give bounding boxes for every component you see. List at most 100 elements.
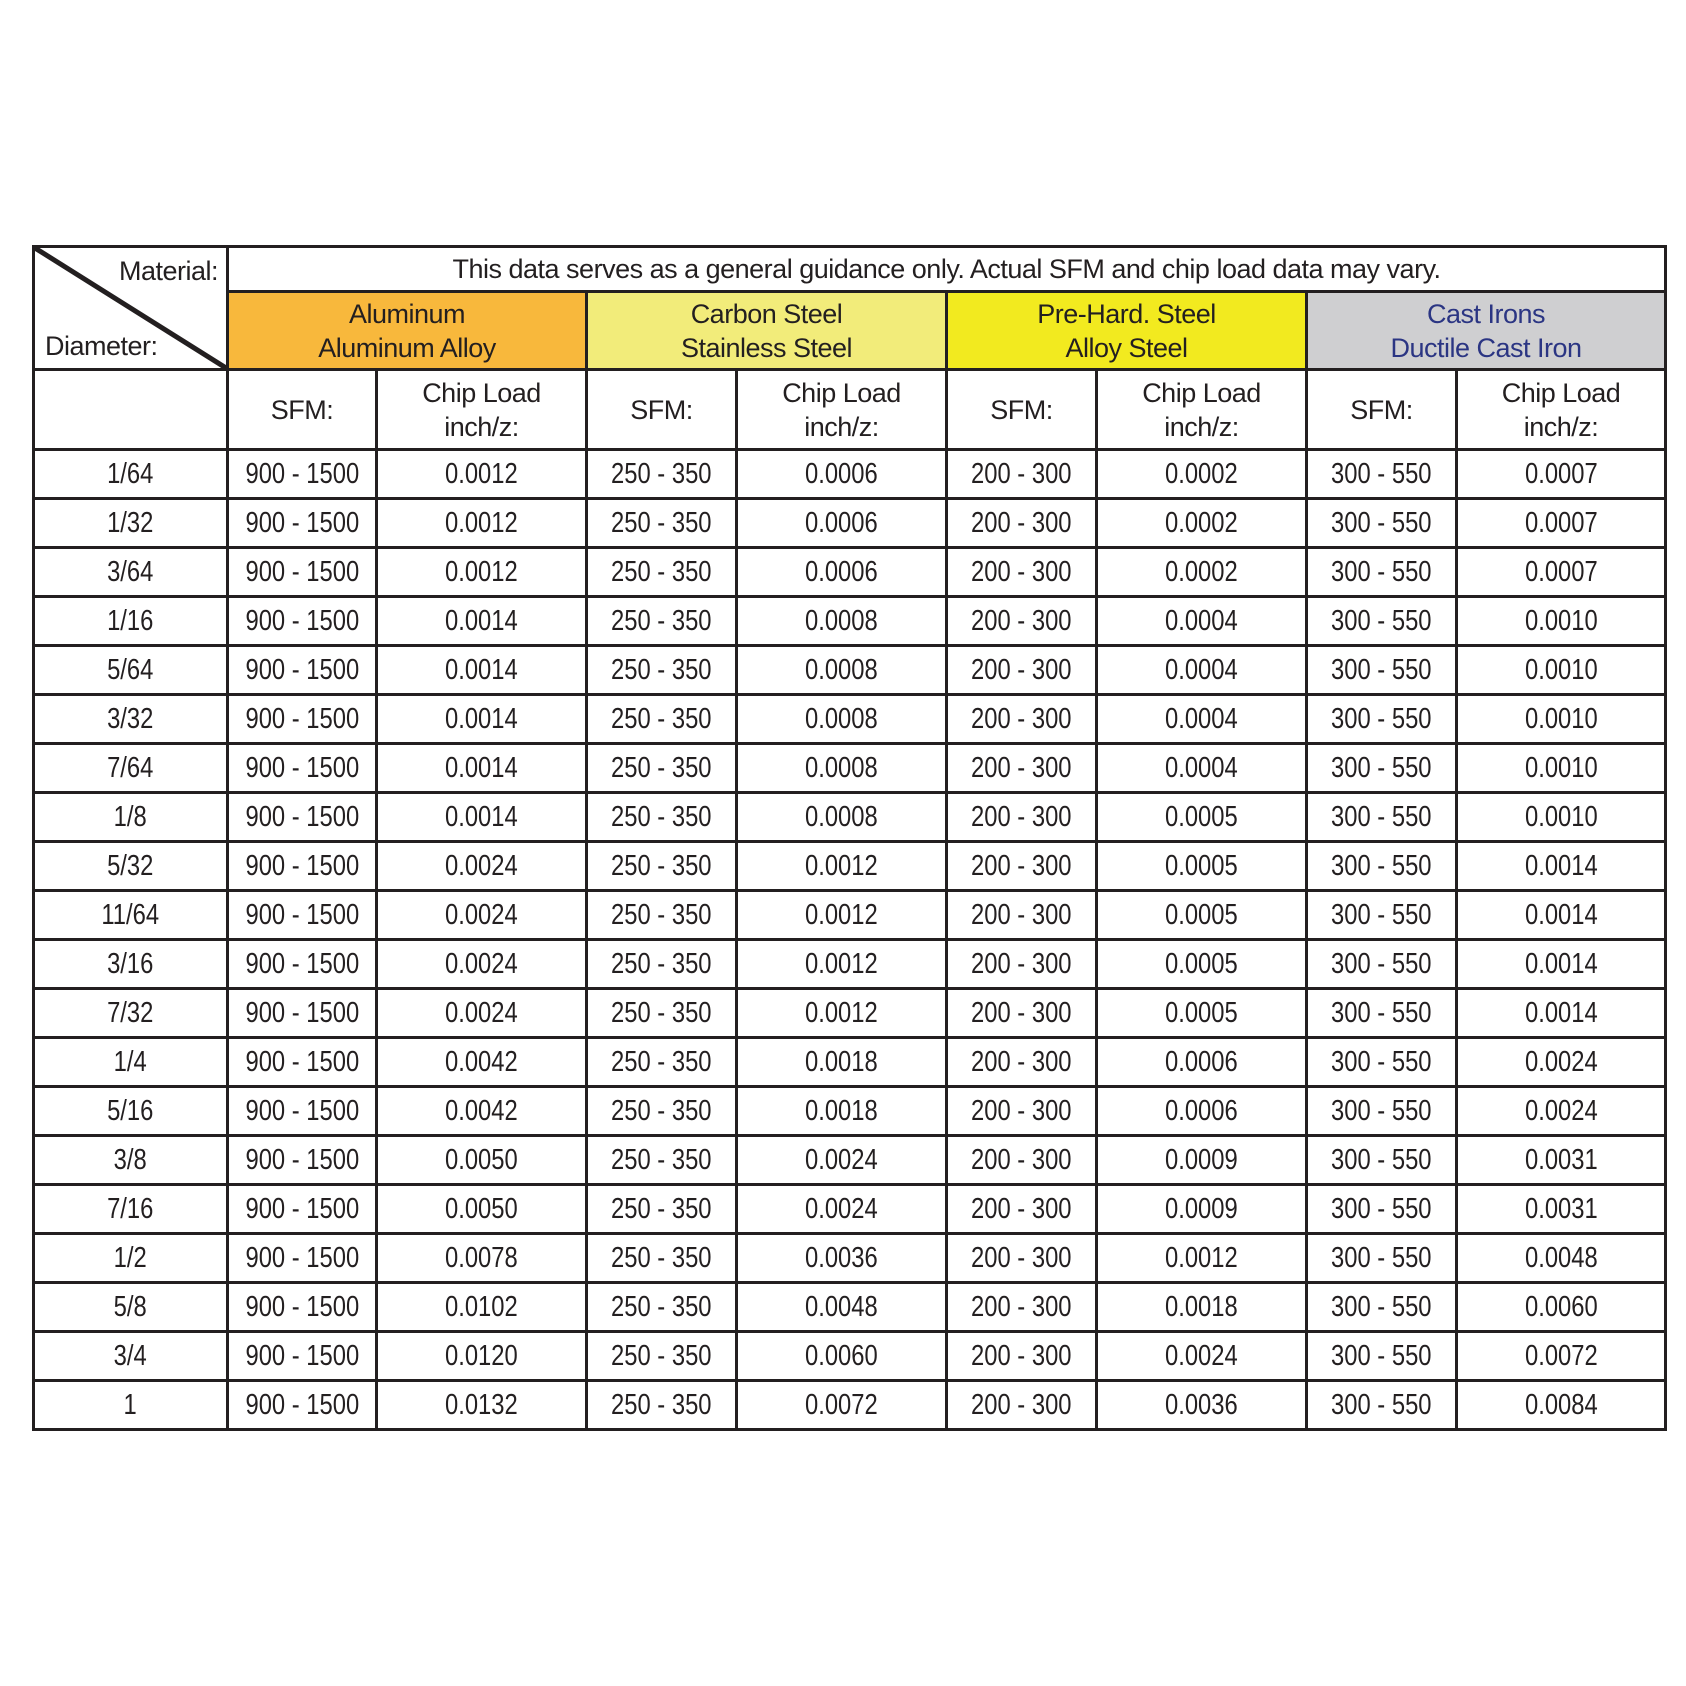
sfm-cell: 900 - 1500	[226, 1379, 378, 1431]
sfm-header: SFM:	[585, 368, 738, 451]
diameter-value: 5/64	[107, 653, 154, 686]
chip-load-cell: 0.0024	[1454, 1036, 1668, 1088]
chip-load-value: 0.0024	[445, 849, 518, 882]
sfm-cell: 300 - 550	[1305, 448, 1458, 500]
sfm-value: 200 - 300	[971, 1339, 1072, 1372]
chip-load-value: 0.0008	[805, 653, 878, 686]
diameter-cell: 3/4	[32, 1330, 229, 1382]
diameter-value: 5/8	[113, 1290, 148, 1323]
sfm-cell: 200 - 300	[945, 791, 1098, 843]
diameter-cell: 1/16	[32, 595, 229, 647]
chip-load-value: 0.0042	[445, 1094, 518, 1127]
sfm-cell: 900 - 1500	[226, 742, 378, 794]
chip-load-value: 0.0014	[445, 604, 518, 637]
chip-load-label: Chip Load	[782, 377, 901, 408]
sfm-value: 300 - 550	[1331, 1192, 1432, 1225]
sfm-value: 300 - 550	[1331, 947, 1432, 980]
sfm-cell: 900 - 1500	[226, 497, 378, 549]
sfm-value: 250 - 350	[611, 1143, 712, 1176]
chip-load-value: 0.0005	[1165, 898, 1238, 931]
chip-load-value: 0.0007	[1524, 457, 1598, 490]
sfm-cell: 200 - 300	[945, 938, 1098, 990]
sfm-cell: 200 - 300	[945, 1183, 1098, 1235]
chip-load-value: 0.0072	[805, 1388, 878, 1421]
sfm-value: 900 - 1500	[245, 1339, 359, 1372]
chip-load-value: 0.0024	[805, 1143, 878, 1176]
chip-load-header: Chip Load inch/z:	[1095, 368, 1308, 451]
sfm-value: 900 - 1500	[245, 604, 359, 637]
sfm-cell: 900 - 1500	[226, 644, 378, 696]
sfm-value: 300 - 550	[1331, 1339, 1432, 1372]
sfm-value: 300 - 550	[1331, 702, 1432, 735]
chip-load-cell: 0.0018	[735, 1085, 948, 1137]
chip-load-value: 0.0010	[1524, 702, 1598, 735]
diameter-cell: 5/16	[32, 1085, 229, 1137]
chip-load-value: 0.0009	[1165, 1143, 1238, 1176]
chip-load-value: 0.0018	[805, 1094, 878, 1127]
sfm-cell: 250 - 350	[585, 987, 738, 1039]
sfm-value: 300 - 550	[1331, 1094, 1432, 1127]
diameter-cell: 3/8	[32, 1134, 229, 1186]
diameter-cell: 1/4	[32, 1036, 229, 1088]
sfm-cell: 250 - 350	[585, 938, 738, 990]
sfm-cell: 250 - 350	[585, 1232, 738, 1284]
sfm-value: 250 - 350	[611, 506, 712, 539]
diameter-label: Diameter:	[45, 331, 158, 361]
chip-load-value: 0.0002	[1165, 506, 1238, 539]
sfm-cell: 900 - 1500	[226, 938, 378, 990]
sfm-value: 200 - 300	[971, 555, 1072, 588]
chip-load-cell: 0.0048	[735, 1281, 948, 1333]
sfm-value: 250 - 350	[611, 1290, 712, 1323]
chip-load-cell: 0.0012	[375, 546, 588, 598]
sfm-value: 200 - 300	[971, 702, 1072, 735]
sfm-cell: 300 - 550	[1305, 497, 1458, 549]
table-row: 7/64 900 - 1500 0.0014 250 - 350 0.0008 200 -…	[32, 742, 1668, 794]
sfm-cell: 300 - 550	[1305, 1036, 1458, 1088]
sfm-cell: 200 - 300	[945, 595, 1098, 647]
table-row: 3/8 900 - 1500 0.0050 250 - 350 0.0024 200 - …	[32, 1134, 1668, 1186]
sfm-cell: 900 - 1500	[226, 791, 378, 843]
diameter-cell: 1/64	[32, 448, 229, 500]
table-row: 3/16 900 - 1500 0.0024 250 - 350 0.0012 200 -…	[32, 938, 1668, 990]
sfm-label: SFM:	[630, 394, 693, 425]
sfm-cell: 900 - 1500	[226, 889, 378, 941]
sfm-value: 900 - 1500	[245, 1045, 359, 1078]
diameter-value: 1/2	[113, 1241, 148, 1274]
sfm-label: SFM:	[990, 394, 1053, 425]
chip-load-cell: 0.0002	[1095, 448, 1308, 500]
sfm-value: 300 - 550	[1331, 898, 1432, 931]
chip-load-value: 0.0006	[1165, 1094, 1238, 1127]
chip-load-cell: 0.0006	[735, 546, 948, 598]
chip-load-cell: 0.0060	[1454, 1281, 1668, 1333]
diameter-value: 7/32	[107, 996, 154, 1029]
sfm-value: 250 - 350	[611, 1339, 712, 1372]
chip-load-cell: 0.0004	[1095, 742, 1308, 794]
sfm-cell: 250 - 350	[585, 840, 738, 892]
sfm-value: 300 - 550	[1331, 555, 1432, 588]
sfm-value: 900 - 1500	[245, 1241, 359, 1274]
sfm-cell: 300 - 550	[1305, 1330, 1458, 1382]
sfm-cell: 300 - 550	[1305, 546, 1458, 598]
sfm-value: 200 - 300	[971, 947, 1072, 980]
chip-load-value: 0.0024	[445, 996, 518, 1029]
sfm-header: SFM:	[1305, 368, 1458, 451]
sfm-value: 900 - 1500	[245, 1388, 359, 1421]
chip-load-cell: 0.0010	[1454, 791, 1668, 843]
chip-load-cell: 0.0005	[1095, 987, 1308, 1039]
sfm-value: 200 - 300	[971, 751, 1072, 784]
chip-load-cell: 0.0014	[1454, 889, 1668, 941]
chip-load-cell: 0.0014	[375, 791, 588, 843]
table-row: 3/4 900 - 1500 0.0120 250 - 350 0.0060 200 - …	[32, 1330, 1668, 1382]
chip-load-cell: 0.0024	[375, 840, 588, 892]
sfm-cell: 200 - 300	[945, 693, 1098, 745]
chip-load-cell: 0.0014	[1454, 840, 1668, 892]
corner-header-cell: Material: Diameter:	[32, 245, 229, 371]
chip-load-cell: 0.0036	[1095, 1379, 1308, 1431]
chip-load-value: 0.0050	[445, 1143, 518, 1176]
sfm-value: 300 - 550	[1331, 653, 1432, 686]
sfm-value: 200 - 300	[971, 1290, 1072, 1323]
chip-load-value: 0.0036	[805, 1241, 878, 1274]
sfm-value: 250 - 350	[611, 800, 712, 833]
chip-load-cell: 0.0018	[735, 1036, 948, 1088]
sfm-value: 900 - 1500	[245, 1192, 359, 1225]
